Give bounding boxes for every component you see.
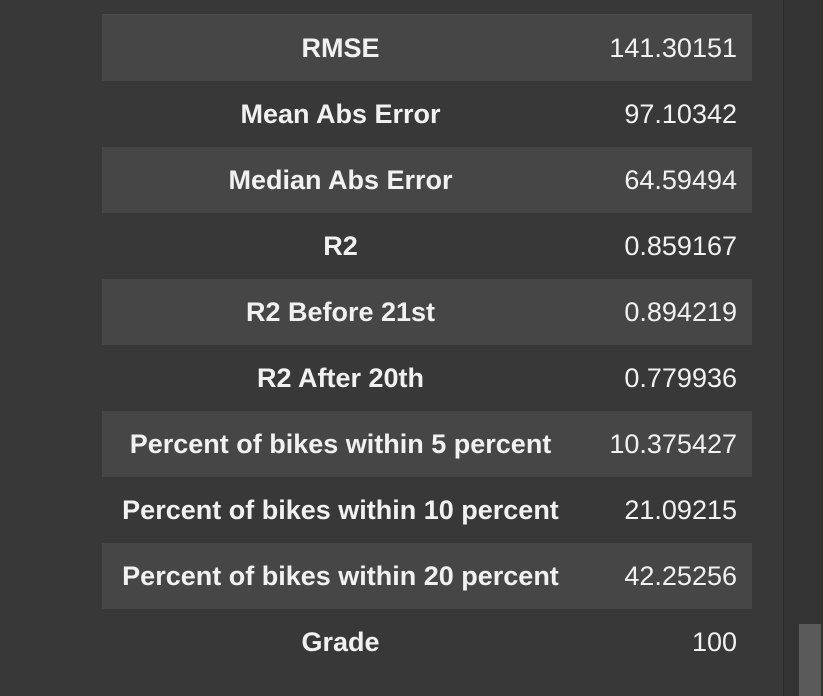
- metric-value: 0.859167: [624, 231, 737, 261]
- metric-value: 0.894219: [624, 297, 737, 327]
- metric-value: 10.375427: [609, 429, 737, 459]
- metric-value: 42.25256: [624, 561, 737, 591]
- metric-name: Percent of bikes within 10 percent: [122, 495, 559, 525]
- metric-value: 0.779936: [624, 363, 737, 393]
- metric-value: 64.59494: [624, 165, 737, 195]
- table-row: Grade 100: [102, 609, 752, 675]
- metric-value: 100: [691, 627, 737, 657]
- metric-name: Percent of bikes within 5 percent: [129, 429, 552, 459]
- side-gutter: [783, 0, 823, 696]
- metric-value: 141.30151: [609, 33, 737, 63]
- table-row: R2 0.859167: [102, 213, 752, 279]
- metric-name: R2 Before 21st: [245, 297, 436, 327]
- table-row: R2 Before 21st 0.894219: [102, 279, 752, 345]
- metric-name: Mean Abs Error: [240, 99, 441, 129]
- metric-name: R2 After 20th: [256, 363, 425, 393]
- table-row: Percent of bikes within 10 percent 21.09…: [102, 477, 752, 543]
- metric-name: Grade: [301, 627, 380, 657]
- metric-value: 21.09215: [624, 495, 737, 525]
- metrics-table: RMSE 141.30151 Mean Abs Error 97.10342 M…: [102, 14, 752, 675]
- metric-value: 97.10342: [624, 99, 737, 129]
- table-row: Median Abs Error 64.59494: [102, 147, 752, 213]
- table-row: Mean Abs Error 97.10342: [102, 81, 752, 147]
- metric-name: Percent of bikes within 20 percent: [122, 561, 559, 591]
- metric-name: R2: [323, 231, 358, 261]
- table-row: Percent of bikes within 20 percent 42.25…: [102, 543, 752, 609]
- metric-name: Median Abs Error: [228, 165, 453, 195]
- table-row: R2 After 20th 0.779936: [102, 345, 752, 411]
- table-row: RMSE 141.30151: [102, 14, 752, 81]
- table-row: Percent of bikes within 5 percent 10.375…: [102, 411, 752, 477]
- metric-name: RMSE: [301, 33, 380, 63]
- scrollbar-thumb[interactable]: [799, 624, 821, 696]
